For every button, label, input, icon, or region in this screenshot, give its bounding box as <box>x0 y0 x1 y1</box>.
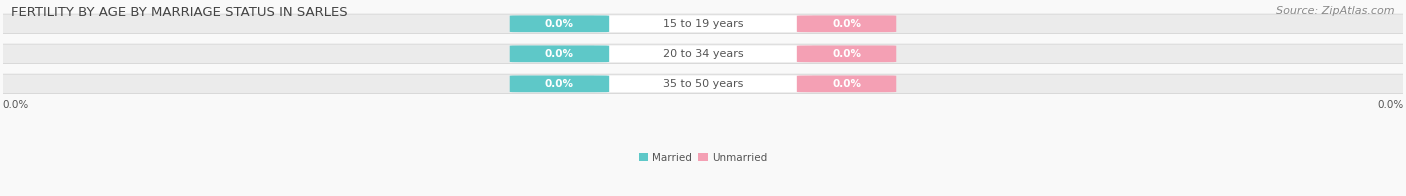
Text: 0.0%: 0.0% <box>1376 100 1403 110</box>
Text: FERTILITY BY AGE BY MARRIAGE STATUS IN SARLES: FERTILITY BY AGE BY MARRIAGE STATUS IN S… <box>11 6 347 19</box>
FancyBboxPatch shape <box>510 45 609 62</box>
FancyBboxPatch shape <box>0 44 1406 64</box>
Text: 0.0%: 0.0% <box>3 100 30 110</box>
Text: 15 to 19 years: 15 to 19 years <box>662 19 744 29</box>
Text: 0.0%: 0.0% <box>546 19 574 29</box>
Text: 0.0%: 0.0% <box>832 49 860 59</box>
FancyBboxPatch shape <box>510 15 609 32</box>
FancyBboxPatch shape <box>593 15 813 32</box>
FancyBboxPatch shape <box>797 45 896 62</box>
Text: 0.0%: 0.0% <box>832 19 860 29</box>
FancyBboxPatch shape <box>0 74 1406 93</box>
Text: 20 to 34 years: 20 to 34 years <box>662 49 744 59</box>
Text: 0.0%: 0.0% <box>546 79 574 89</box>
FancyBboxPatch shape <box>593 45 813 62</box>
FancyBboxPatch shape <box>0 14 1406 34</box>
FancyBboxPatch shape <box>593 75 813 92</box>
Text: 0.0%: 0.0% <box>832 79 860 89</box>
FancyBboxPatch shape <box>797 15 896 32</box>
Text: 0.0%: 0.0% <box>546 49 574 59</box>
Text: Source: ZipAtlas.com: Source: ZipAtlas.com <box>1277 6 1395 16</box>
FancyBboxPatch shape <box>797 75 896 92</box>
Text: 35 to 50 years: 35 to 50 years <box>662 79 744 89</box>
Legend: Married, Unmarried: Married, Unmarried <box>638 153 768 163</box>
FancyBboxPatch shape <box>510 75 609 92</box>
